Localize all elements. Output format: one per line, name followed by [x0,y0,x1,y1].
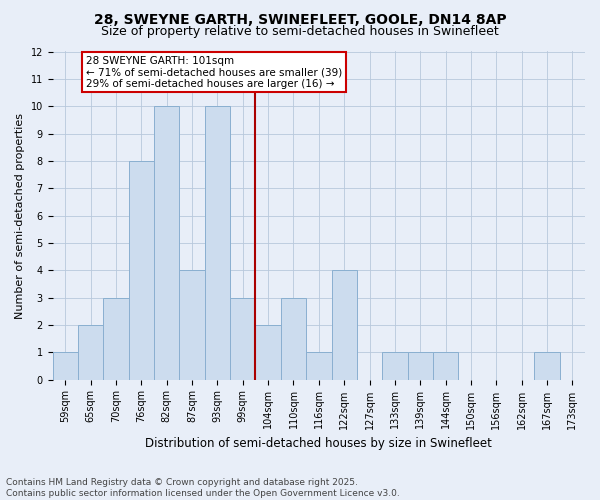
X-axis label: Distribution of semi-detached houses by size in Swinefleet: Distribution of semi-detached houses by … [145,437,492,450]
Bar [179,270,205,380]
Text: 28, SWEYNE GARTH, SWINEFLEET, GOOLE, DN14 8AP: 28, SWEYNE GARTH, SWINEFLEET, GOOLE, DN1… [94,12,506,26]
Bar [306,352,332,380]
Bar [230,298,256,380]
Bar [433,352,458,380]
Bar [535,352,560,380]
Y-axis label: Number of semi-detached properties: Number of semi-detached properties [15,112,25,318]
Bar [129,161,154,380]
Text: Contains HM Land Registry data © Crown copyright and database right 2025.
Contai: Contains HM Land Registry data © Crown c… [6,478,400,498]
Bar [205,106,230,380]
Bar [281,298,306,380]
Bar [332,270,357,380]
Text: 28 SWEYNE GARTH: 101sqm
← 71% of semi-detached houses are smaller (39)
29% of se: 28 SWEYNE GARTH: 101sqm ← 71% of semi-de… [86,56,342,89]
Bar [53,352,78,380]
Bar [256,325,281,380]
Bar [382,352,407,380]
Bar [78,325,103,380]
Text: Size of property relative to semi-detached houses in Swinefleet: Size of property relative to semi-detach… [101,25,499,38]
Bar [407,352,433,380]
Bar [103,298,129,380]
Bar [154,106,179,380]
